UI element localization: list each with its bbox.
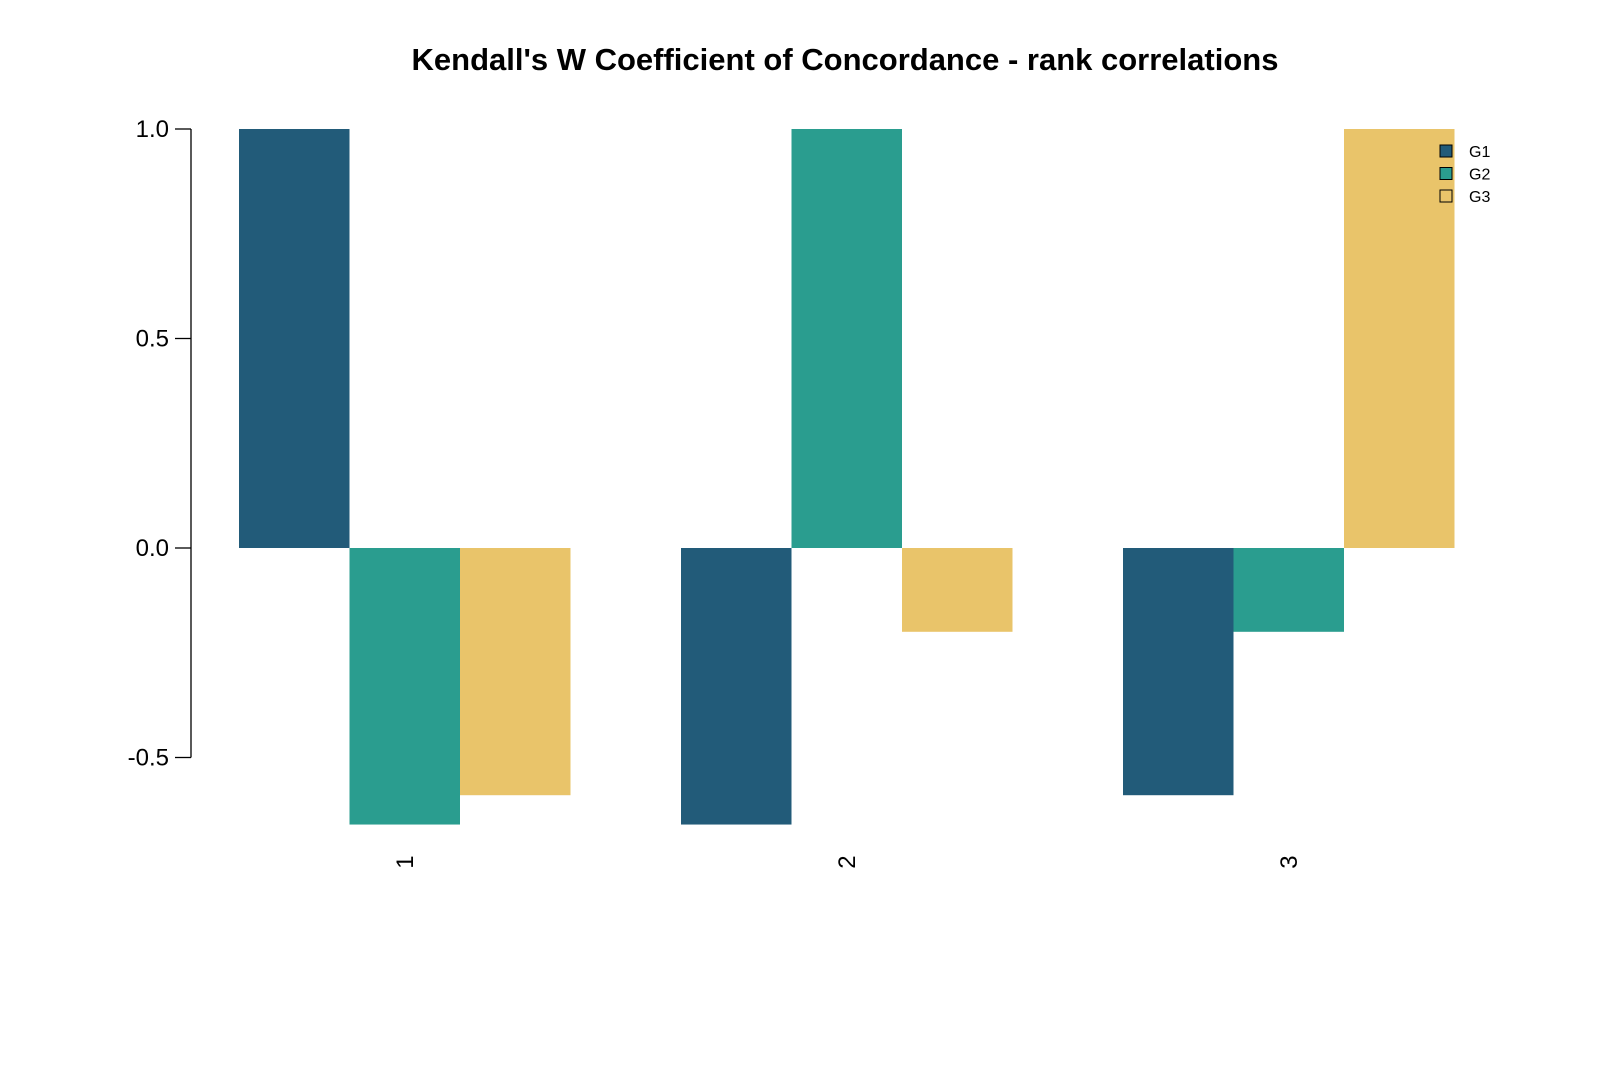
x-tick-label: 2	[834, 855, 861, 868]
bar-g3-1	[460, 548, 571, 796]
y-tick-label: 0.0	[136, 535, 169, 562]
y-tick-label: 0.5	[136, 326, 169, 353]
bar-g1-2	[681, 548, 792, 825]
x-axis-labels: 1 2 3	[392, 855, 1303, 868]
legend: G1 G2 G3	[1439, 144, 1490, 206]
bar-g2-1	[349, 548, 460, 825]
bar-g3-3	[1344, 129, 1455, 548]
bars	[239, 129, 1455, 825]
bar-g2-2	[791, 129, 902, 548]
chart-title: Kendall's W Coefficient of Concordance -…	[411, 42, 1279, 77]
x-tick-label: 1	[392, 855, 419, 868]
bar-g3-2	[902, 548, 1013, 632]
bar-g1-3	[1123, 548, 1234, 796]
legend-label-g3: G3	[1469, 189, 1490, 206]
legend-swatch-g2	[1439, 167, 1453, 180]
legend-swatch-g3	[1439, 189, 1453, 203]
bar-g2-3	[1233, 548, 1344, 632]
x-tick-label: 3	[1276, 855, 1303, 868]
y-tick-label: -0.5	[128, 745, 169, 772]
legend-label-g1: G1	[1469, 144, 1490, 161]
y-axis: -0.5 0.0 0.5 1.0	[128, 116, 192, 772]
bar-g1-1	[239, 129, 350, 548]
legend-label-g2: G2	[1469, 167, 1490, 184]
y-tick-label: 1.0	[136, 116, 169, 143]
legend-swatch-g1	[1439, 144, 1453, 158]
